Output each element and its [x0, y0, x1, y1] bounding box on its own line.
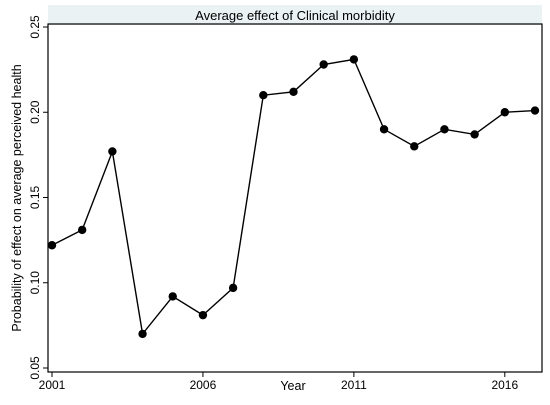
data-point [530, 106, 540, 115]
data-point [470, 130, 479, 139]
data-point [198, 310, 208, 320]
data-point [259, 91, 268, 100]
data-point [289, 87, 298, 96]
data-point [410, 142, 419, 151]
data-point [138, 329, 147, 339]
data-point [77, 225, 87, 235]
data-point [47, 241, 57, 250]
chart-title: Average effect of Clinical morbidity [195, 8, 395, 23]
data-point [228, 283, 238, 293]
data-point [168, 292, 177, 301]
y-axis-title: Probability of effect on average perceiv… [10, 64, 24, 331]
x-tick-label: 2016 [491, 378, 518, 392]
x-tick-label: 2011 [341, 378, 367, 392]
y-tick-label: 0.05 [28, 356, 42, 380]
y-tick-label: 0.20 [28, 100, 42, 124]
data-point [349, 55, 359, 64]
data-point [319, 60, 328, 69]
data-point [108, 147, 117, 156]
y-tick-label: 0.15 [28, 185, 42, 209]
x-axis-title: Year [280, 379, 305, 393]
data-series [47, 55, 540, 339]
series-line [51, 58, 536, 336]
plot-area-frame [47, 23, 543, 373]
y-tick-label: 0.10 [28, 271, 42, 295]
x-axis: 2001 2006 2011 2016 [39, 372, 518, 392]
data-point [379, 125, 389, 134]
x-tick-label: 2001 [39, 378, 66, 392]
data-point [440, 125, 449, 134]
y-axis: 0.05 0.10 0.15 0.20 0.25 [28, 15, 48, 380]
x-tick-label: 2006 [190, 378, 217, 392]
data-point [500, 108, 510, 117]
y-tick-label: 0.25 [28, 15, 42, 39]
chart-title-band [48, 5, 542, 25]
